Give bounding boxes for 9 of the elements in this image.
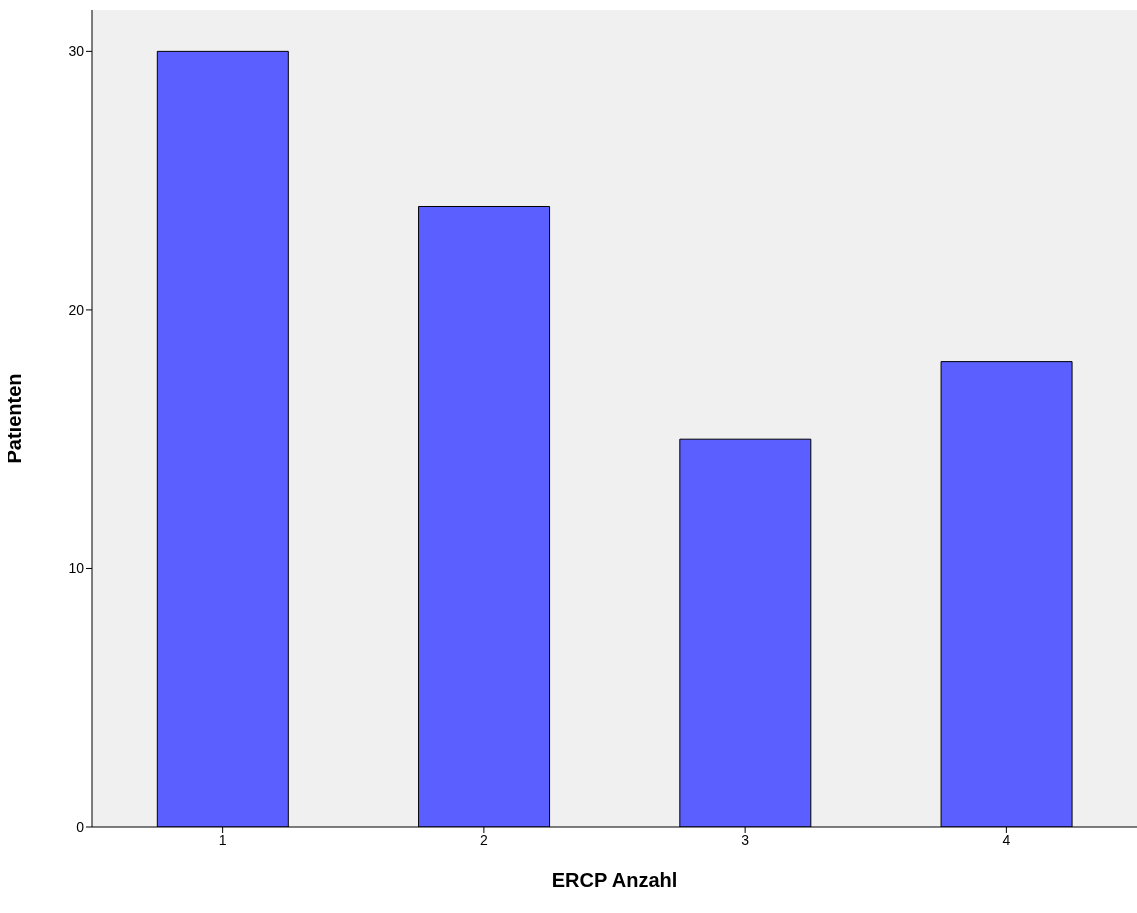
x-tick-label: 4 — [1002, 831, 1011, 848]
y-tick-label: 30 — [68, 43, 85, 60]
y-tick-label: 10 — [68, 560, 85, 577]
y-tick-label: 0 — [76, 818, 85, 835]
x-tick-label: 1 — [218, 831, 227, 848]
y-tick-label: 20 — [68, 301, 85, 318]
x-tick-label: 3 — [741, 831, 750, 848]
x-axis-title: ERCP Anzahl — [551, 869, 678, 891]
x-tick-label: 2 — [479, 831, 488, 848]
